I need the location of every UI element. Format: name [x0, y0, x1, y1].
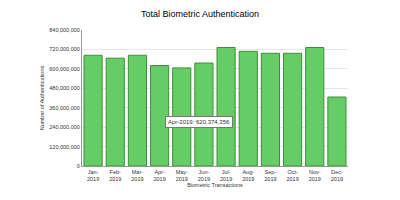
svg-text:Mar-2019: Mar-2019: [131, 169, 143, 182]
svg-text:Jun-2019: Jun-2019: [198, 169, 210, 182]
svg-text:Apr-2019: Apr-2019: [153, 169, 165, 182]
svg-text:120,000,000: 120,000,000: [49, 143, 80, 149]
svg-text:0: 0: [77, 163, 80, 169]
svg-text:840,000,000: 840,000,000: [49, 27, 80, 33]
svg-text:Jan-2019: Jan-2019: [87, 169, 99, 182]
svg-text:600,000,000: 600,000,000: [49, 66, 80, 72]
svg-text:Feb-2019: Feb-2019: [109, 169, 121, 182]
svg-text:720,000,000: 720,000,000: [49, 46, 80, 52]
svg-text:Number of Authentications: Number of Authentications: [39, 65, 45, 130]
svg-text:360,000,000: 360,000,000: [49, 105, 80, 111]
svg-text:Aug-2019: Aug-2019: [242, 169, 254, 182]
svg-text:Total Biometric Authentication: Total Biometric Authentication: [141, 9, 259, 19]
svg-text:Apr-2019: 620,374,356: Apr-2019: 620,374,356: [168, 119, 230, 125]
svg-text:Dec-2019: Dec-2019: [331, 169, 343, 182]
svg-text:480,000,000: 480,000,000: [49, 85, 80, 91]
svg-text:Sep-2019: Sep-2019: [264, 169, 276, 182]
svg-text:Jul-2019: Jul-2019: [220, 169, 232, 182]
svg-text:Oct-2019: Oct-2019: [286, 169, 298, 182]
svg-text:Nov-2019: Nov-2019: [309, 169, 321, 182]
svg-text:240,000,000: 240,000,000: [49, 124, 80, 130]
svg-text:May-2019: May-2019: [176, 169, 188, 182]
svg-text:Biometric Transactions: Biometric Transactions: [187, 182, 243, 188]
